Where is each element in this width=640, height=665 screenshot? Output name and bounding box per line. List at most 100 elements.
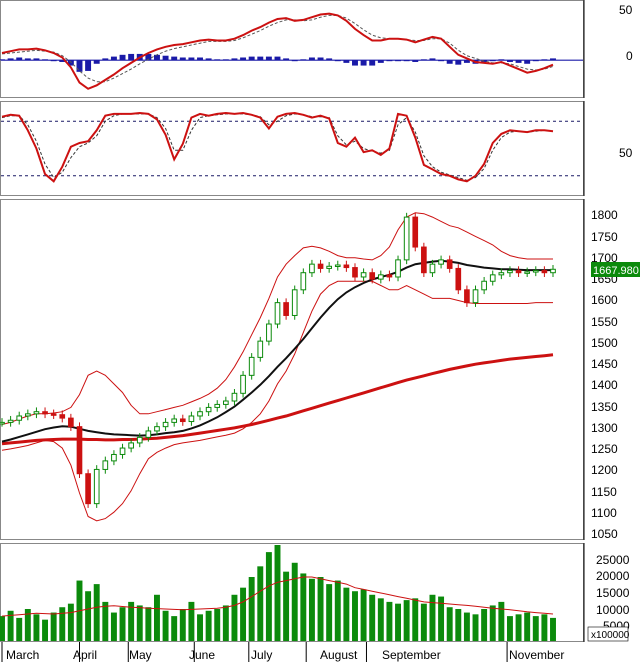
volume-bar [291, 562, 298, 641]
candle-body [429, 263, 436, 274]
candle-body [377, 274, 384, 280]
candle-body [507, 270, 513, 274]
candle-body [162, 421, 169, 428]
volume-bar [16, 617, 23, 641]
macd-panel [0, 0, 584, 98]
macd-histogram-bar [7, 58, 14, 61]
macd-histogram-bar [248, 56, 255, 61]
y-tick-label: 1200 [591, 463, 618, 477]
stochastic-plot [1, 111, 583, 183]
volume-bar [265, 552, 272, 641]
long-moving-average [1, 353, 554, 446]
candle-body [136, 436, 143, 444]
macd-histogram-bar [179, 57, 186, 61]
volume-bar [145, 607, 152, 641]
candle-body [369, 272, 376, 280]
volume-bar [455, 609, 462, 641]
volume-bar [472, 614, 479, 641]
candle-body [541, 270, 548, 274]
candle-body [171, 418, 178, 423]
volume-bar [377, 598, 384, 641]
macd-histogram-bar [489, 60, 496, 62]
candle-body [33, 411, 40, 415]
y-tick-label: 20000 [596, 569, 630, 583]
y-tick-label: 15000 [596, 586, 630, 600]
y-tick-label: 1500 [591, 336, 618, 350]
last-price-box [591, 262, 640, 277]
candle-body [240, 374, 246, 394]
macd-histogram-bar [395, 60, 401, 62]
last-price-badge: 1667.980 [591, 262, 640, 277]
volume-bar [550, 617, 556, 641]
candle-body [42, 411, 48, 415]
macd-plot [0, 12, 583, 90]
macd-histogram-bar [308, 57, 315, 61]
candle-body [119, 447, 126, 455]
candle-body [145, 430, 152, 438]
candle-body [550, 268, 556, 274]
candle-body [257, 340, 264, 358]
candle-body [352, 267, 358, 278]
volume-bar [420, 603, 427, 641]
macd-histogram-bar [154, 54, 160, 61]
macd-histogram-bar [0, 59, 5, 61]
volume-bar [429, 594, 436, 641]
y-tick-label: 1350 [591, 400, 618, 414]
macd-histogram-bar [231, 58, 238, 61]
volume-bar [188, 601, 195, 641]
candle-body [360, 272, 367, 278]
candle-body [50, 413, 57, 416]
macd-histogram-bar [188, 57, 195, 61]
month-label: May [129, 648, 152, 662]
volume-bar [231, 594, 238, 641]
month-label: August [320, 648, 358, 662]
candle-body [300, 272, 307, 291]
y-tick-label: 1150 [591, 485, 617, 499]
macd-histogram-bar [403, 60, 410, 62]
volume-bar [541, 614, 548, 641]
macd-histogram-bar [283, 58, 290, 61]
macd-histogram-bar [85, 60, 92, 71]
macd-histogram-bar [93, 60, 100, 64]
candle-body [386, 274, 393, 278]
macd-histogram-bar [67, 60, 74, 66]
volume-bar [162, 610, 169, 641]
volume-bar [7, 610, 14, 641]
macd-histogram-bar [463, 60, 470, 63]
volume-bar [128, 601, 135, 641]
volume-bar [300, 573, 307, 641]
candle-body [274, 302, 281, 325]
candle-body [68, 417, 74, 428]
month-label: September [382, 648, 441, 662]
volume-bar [412, 598, 419, 641]
y-tick-label: 1050 [591, 527, 618, 541]
candle-body [248, 356, 255, 376]
month-label: April [73, 648, 97, 662]
stochastic-d-line [1, 113, 554, 181]
price-plot [0, 212, 556, 522]
volume-bar [119, 607, 126, 641]
candle-body [481, 280, 487, 291]
volume-bar [0, 616, 5, 641]
volume-bar [274, 545, 281, 641]
y-tick-label: 50 [619, 146, 633, 160]
candle-body [412, 216, 419, 248]
candle-body [111, 453, 117, 462]
macd-histogram-bar [222, 59, 229, 61]
macd-histogram-bar [429, 58, 436, 61]
macd-histogram-bar [171, 56, 178, 61]
candle-body [421, 246, 427, 274]
candle-body [472, 289, 479, 304]
macd-histogram-bar [162, 55, 169, 61]
price-y-ticks: 1800 1750 1700 1650 1600 1550 1500 1450 … [591, 208, 618, 541]
candle-body [102, 460, 109, 470]
candle-body [334, 264, 341, 268]
macd-histogram-bar [412, 60, 419, 62]
macd-histogram-bar [240, 57, 247, 61]
macd-histogram-bar [214, 59, 221, 61]
month-label: November [509, 648, 564, 662]
volume-bar [222, 605, 229, 641]
candle-body [197, 411, 203, 417]
volume-bar [438, 596, 445, 641]
volume-bar [395, 603, 401, 641]
